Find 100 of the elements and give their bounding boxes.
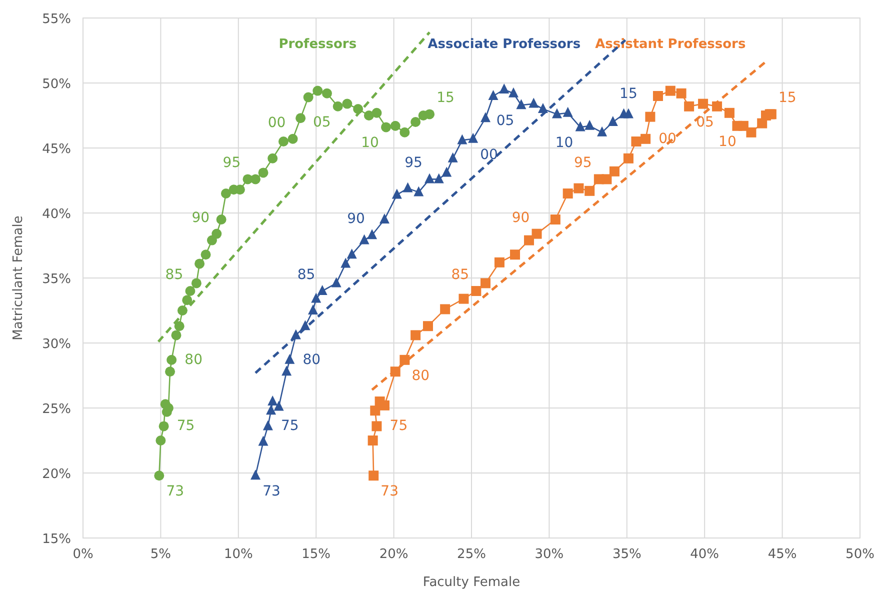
y-axis-title: Matriculant Female <box>11 216 26 340</box>
x-tick-label: 45% <box>768 547 797 562</box>
y-tick-label: 50% <box>42 77 71 92</box>
point <box>608 116 618 126</box>
point <box>508 87 518 98</box>
annotation: 80 <box>412 368 430 384</box>
point <box>528 98 539 108</box>
annotation: 73 <box>380 484 399 500</box>
point <box>220 188 231 198</box>
annotation: 80 <box>184 352 202 368</box>
annotation: 73 <box>262 484 280 500</box>
point <box>584 120 595 130</box>
point <box>532 228 542 239</box>
point <box>268 396 278 406</box>
annotation: 00 <box>268 114 286 131</box>
point <box>284 354 295 364</box>
annotation: 05 <box>496 113 514 130</box>
point <box>676 88 686 98</box>
point <box>390 120 400 131</box>
point <box>212 228 222 239</box>
point <box>480 112 490 122</box>
point <box>424 173 435 184</box>
point <box>258 168 268 178</box>
point <box>158 421 169 432</box>
point <box>698 98 708 109</box>
point <box>488 90 498 100</box>
point <box>311 292 322 303</box>
point <box>738 120 748 131</box>
point <box>288 134 298 144</box>
x-tick-label: 15% <box>302 547 331 562</box>
point <box>402 182 413 192</box>
point <box>623 153 634 164</box>
point <box>574 183 584 194</box>
point <box>308 304 318 314</box>
point <box>268 153 278 164</box>
point <box>282 366 292 376</box>
point <box>359 234 370 244</box>
point <box>367 229 378 240</box>
annotation: 85 <box>451 267 470 283</box>
point <box>171 330 182 340</box>
point <box>258 436 268 446</box>
point <box>379 214 390 224</box>
point <box>510 250 520 260</box>
point <box>434 173 444 184</box>
point <box>200 250 211 260</box>
x-tick-label: 40% <box>690 547 720 562</box>
point <box>370 406 380 416</box>
point <box>250 174 260 184</box>
point <box>414 186 424 196</box>
point <box>424 109 435 120</box>
point <box>550 214 560 224</box>
point <box>562 106 573 117</box>
annotation: 80 <box>302 352 321 368</box>
y-tick-label: 15% <box>42 532 71 547</box>
y-tick-label: 55% <box>42 12 71 27</box>
annotation: 75 <box>390 418 408 434</box>
text: Associate Professors <box>428 37 581 52</box>
annotation: 90 <box>512 210 530 226</box>
x-tick-label: 50% <box>846 547 874 562</box>
point <box>623 108 634 118</box>
annotation: 10 <box>718 134 736 150</box>
point <box>602 174 612 184</box>
point <box>442 166 452 177</box>
point <box>684 101 694 112</box>
point <box>440 304 450 314</box>
point <box>368 436 378 446</box>
point <box>174 321 184 332</box>
point <box>185 286 196 296</box>
annotation: 95 <box>574 155 592 172</box>
point <box>645 112 656 122</box>
point <box>516 99 526 110</box>
y-tick-label: 45% <box>42 142 71 157</box>
point <box>266 404 276 415</box>
point <box>609 166 620 176</box>
point <box>448 152 458 162</box>
point <box>364 110 374 120</box>
x-tick-label: 20% <box>379 547 408 562</box>
point <box>584 186 595 196</box>
text: Professors <box>278 37 357 52</box>
annotation: 73 <box>166 484 184 500</box>
point <box>317 285 328 295</box>
annotation: 90 <box>192 210 210 226</box>
point <box>194 258 205 269</box>
point <box>216 214 226 224</box>
point <box>332 101 343 112</box>
point <box>278 136 288 146</box>
point <box>368 470 379 481</box>
point <box>322 88 332 98</box>
point <box>640 134 651 144</box>
point <box>410 330 421 340</box>
point <box>746 127 756 138</box>
point <box>562 188 573 198</box>
annotation: 75 <box>281 418 299 434</box>
point <box>457 134 468 144</box>
point <box>346 248 357 259</box>
point <box>422 321 433 332</box>
annotation: 10 <box>361 135 379 152</box>
point <box>597 126 608 136</box>
point <box>468 132 478 143</box>
x-tick-label: 35% <box>612 547 642 562</box>
